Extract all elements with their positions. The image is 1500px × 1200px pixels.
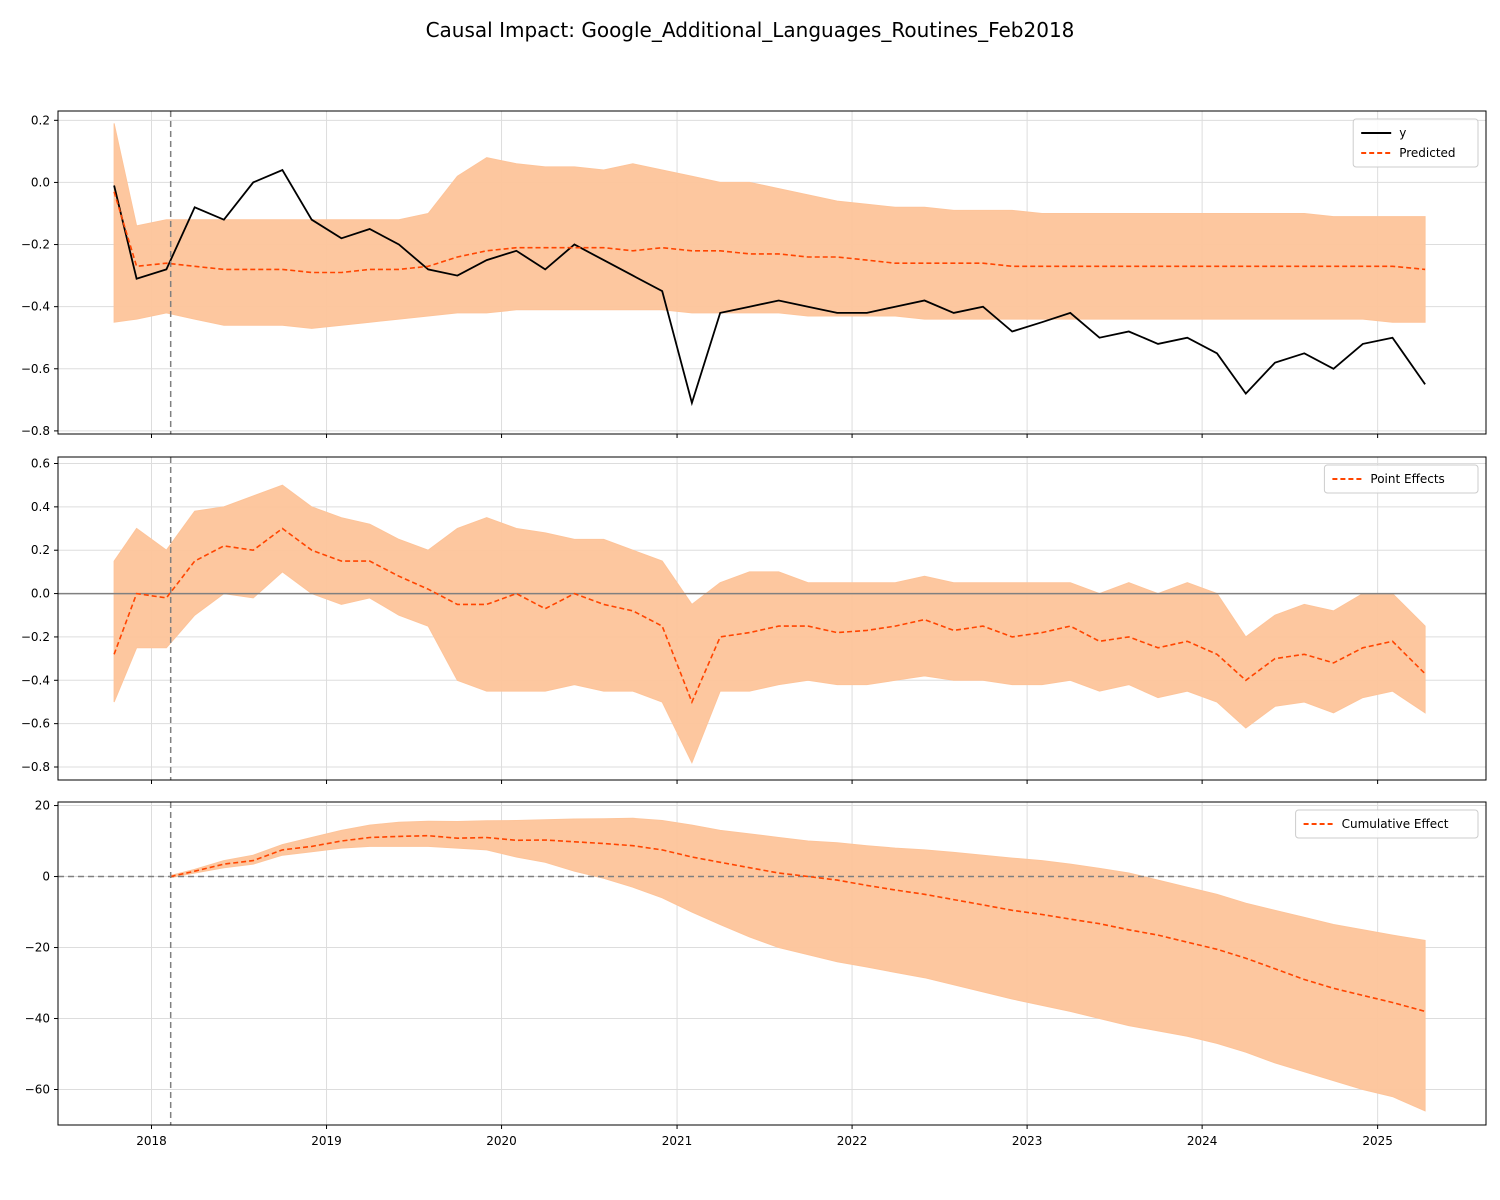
- panel-cumulative-effect: 20 0 −20 −40 −60 2018 2019 2020 2021 2022 2023 2024…: [25, 799, 1487, 1148]
- y-tick-label: 0.2: [31, 113, 50, 127]
- legend-box: [1323, 464, 1479, 494]
- legend-box: [1295, 809, 1479, 839]
- confidence-band: [113, 123, 1426, 329]
- x-tick-label: 2024: [1187, 1134, 1218, 1148]
- confidence-band: [113, 484, 1426, 764]
- x-tick-label: 2019: [311, 1134, 342, 1148]
- x-tick-label: 2025: [1362, 1134, 1393, 1148]
- y-tick-label: 0.4: [31, 500, 50, 514]
- x-tick-label: 2018: [136, 1134, 167, 1148]
- y-tick-label: −40: [25, 1012, 50, 1026]
- panel-observed-vs-predicted: 0.2 0.0 −0.2 −0.4 −0.6 −0.8 y Predicted: [21, 110, 1487, 438]
- y-tick-label: 0.6: [31, 457, 50, 471]
- y-tick-label: −0.8: [21, 760, 50, 774]
- series-line-predicted: [113, 191, 1426, 274]
- figure-title: Causal Impact: Google_Additional_Languag…: [425, 18, 1075, 42]
- legend-box: [1352, 118, 1479, 168]
- y-tick-label: −0.2: [21, 630, 50, 644]
- series-line-point-effects: [113, 527, 1426, 705]
- y-tick-label: −0.6: [21, 362, 50, 376]
- confidence-band: [170, 817, 1426, 1112]
- axes-frame: [57, 110, 1487, 435]
- legend: y Predicted: [1352, 118, 1479, 168]
- y-tick-label: 20: [35, 799, 50, 813]
- y-tick-label: 0: [42, 870, 50, 884]
- y-tick-label: −0.4: [21, 673, 50, 687]
- y-tick-label: −60: [25, 1083, 50, 1097]
- y-tick-label: −0.6: [21, 717, 50, 731]
- legend-label: y: [1399, 126, 1406, 140]
- x-tick-label: 2020: [486, 1134, 517, 1148]
- y-tick-label: 0.2: [31, 543, 50, 557]
- y-tick-label: −0.2: [21, 238, 50, 252]
- y-tick-label: 0.0: [31, 587, 50, 601]
- legend-label: Point Effects: [1370, 472, 1444, 486]
- panel-point-effects: 0.6 0.4 0.2 0.0 −0.2 −0.4 −0.6 −0.8 Point Effect…: [21, 456, 1487, 784]
- legend: Cumulative Effect: [1295, 809, 1479, 839]
- legend: Point Effects: [1323, 464, 1479, 494]
- x-tick-label: 2023: [1012, 1134, 1043, 1148]
- x-tick-label: 2021: [662, 1134, 693, 1148]
- series-line-y: [113, 168, 1426, 407]
- y-tick-label: −0.4: [21, 300, 50, 314]
- series-line-cumulative-effect: [170, 834, 1426, 1013]
- axes-frame: [57, 456, 1487, 781]
- y-tick-label: 0.0: [31, 175, 50, 189]
- x-tick-label: 2022: [837, 1134, 868, 1148]
- y-tick-label: −0.8: [21, 424, 50, 438]
- legend-label: Cumulative Effect: [1342, 817, 1449, 831]
- y-tick-label: −20: [25, 941, 50, 955]
- legend-label: Predicted: [1399, 146, 1455, 160]
- axes-frame: [57, 801, 1487, 1126]
